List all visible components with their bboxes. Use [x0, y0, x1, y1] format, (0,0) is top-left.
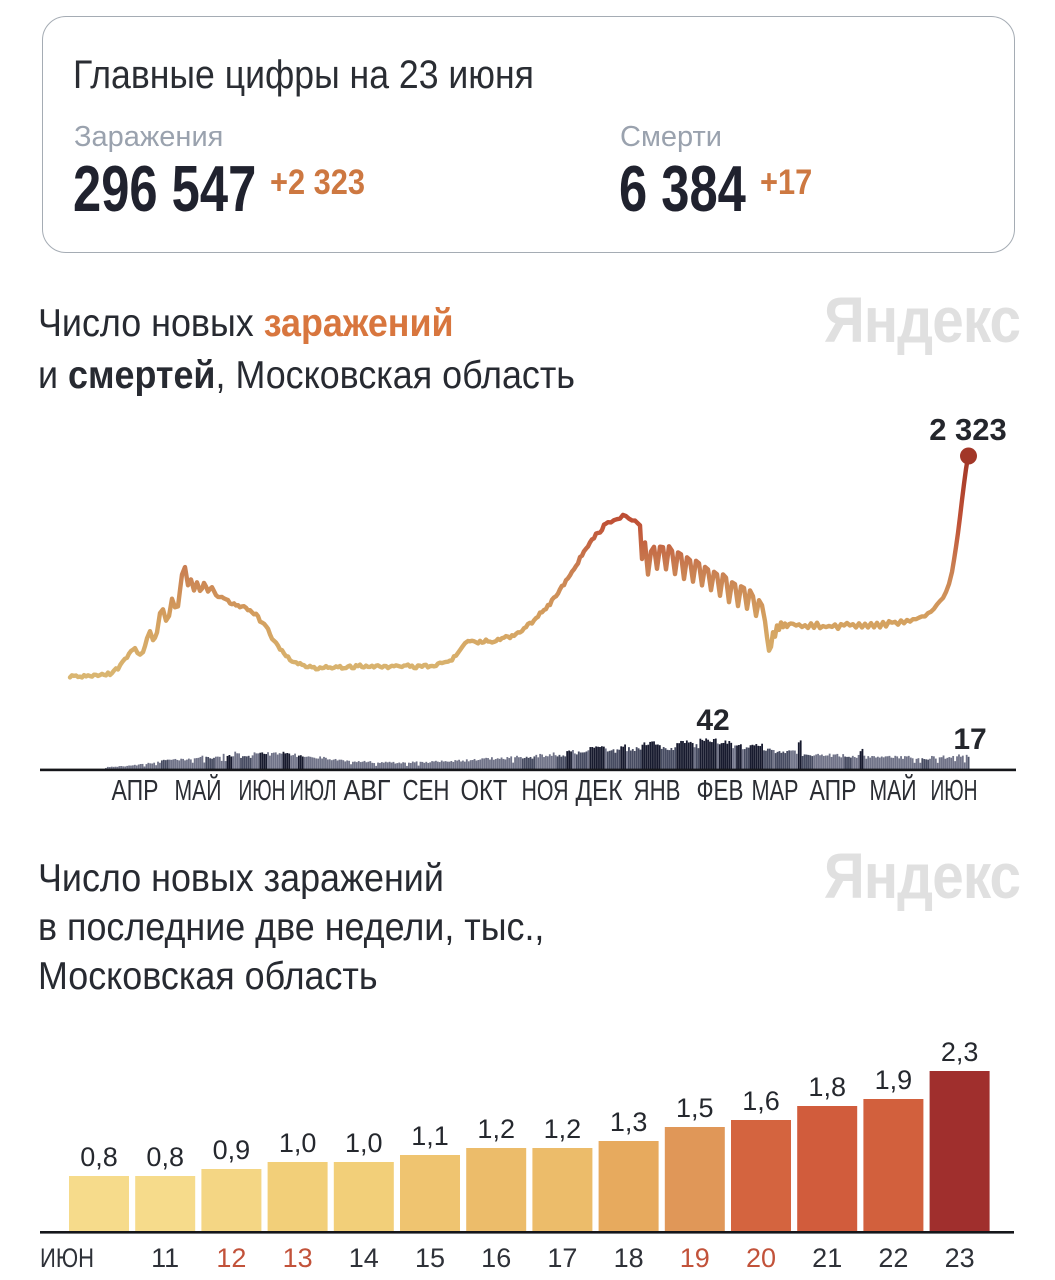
svg-text:ФЕВ: ФЕВ: [697, 775, 744, 807]
svg-text:МАР: МАР: [752, 775, 799, 807]
svg-text:1,8: 1,8: [808, 1072, 846, 1102]
svg-text:ЯНВ: ЯНВ: [634, 775, 681, 807]
svg-text:22: 22: [878, 1243, 908, 1273]
svg-text:2 323: 2 323: [929, 412, 1007, 447]
svg-text:0,8: 0,8: [146, 1142, 184, 1172]
svg-text:42: 42: [696, 704, 729, 737]
svg-text:СЕН: СЕН: [403, 775, 450, 807]
svg-text:0,8: 0,8: [80, 1142, 118, 1172]
svg-text:1,0: 1,0: [345, 1128, 383, 1158]
svg-text:12: 12: [216, 1243, 246, 1273]
svg-text:21: 21: [812, 1243, 842, 1273]
svg-text:МАЙ: МАЙ: [870, 773, 917, 807]
svg-text:АПР: АПР: [112, 775, 159, 807]
svg-text:1,6: 1,6: [742, 1086, 780, 1116]
svg-text:1,2: 1,2: [544, 1114, 582, 1144]
svg-text:2,3: 2,3: [941, 1037, 979, 1067]
svg-text:ДЕК: ДЕК: [576, 775, 623, 807]
svg-text:ИЮН: ИЮН: [40, 1243, 94, 1273]
svg-text:1,5: 1,5: [676, 1093, 714, 1123]
svg-text:НОЯ: НОЯ: [522, 775, 569, 807]
svg-text:17: 17: [547, 1243, 577, 1273]
svg-text:МАЙ: МАЙ: [175, 773, 222, 807]
svg-text:17: 17: [953, 723, 986, 756]
svg-text:20: 20: [746, 1243, 776, 1273]
svg-text:0,9: 0,9: [213, 1135, 251, 1165]
svg-text:1,2: 1,2: [477, 1114, 515, 1144]
svg-text:АВГ: АВГ: [344, 775, 391, 807]
svg-text:11: 11: [151, 1243, 179, 1273]
svg-text:19: 19: [680, 1243, 710, 1273]
svg-text:ИЮН: ИЮН: [931, 775, 978, 807]
svg-text:13: 13: [283, 1243, 313, 1273]
svg-text:15: 15: [415, 1243, 445, 1273]
svg-text:ОКТ: ОКТ: [461, 775, 508, 807]
svg-text:1,3: 1,3: [610, 1107, 648, 1137]
svg-text:1,0: 1,0: [279, 1128, 317, 1158]
svg-text:16: 16: [481, 1243, 511, 1273]
svg-text:18: 18: [614, 1243, 644, 1273]
svg-text:ИЮН: ИЮН: [239, 775, 286, 807]
svg-text:14: 14: [349, 1243, 379, 1273]
svg-text:23: 23: [945, 1243, 975, 1273]
svg-text:1,1: 1,1: [411, 1121, 449, 1151]
svg-text:ИЮЛ: ИЮЛ: [290, 775, 337, 807]
svg-text:АПР: АПР: [810, 775, 857, 807]
svg-text:1,9: 1,9: [875, 1065, 913, 1095]
